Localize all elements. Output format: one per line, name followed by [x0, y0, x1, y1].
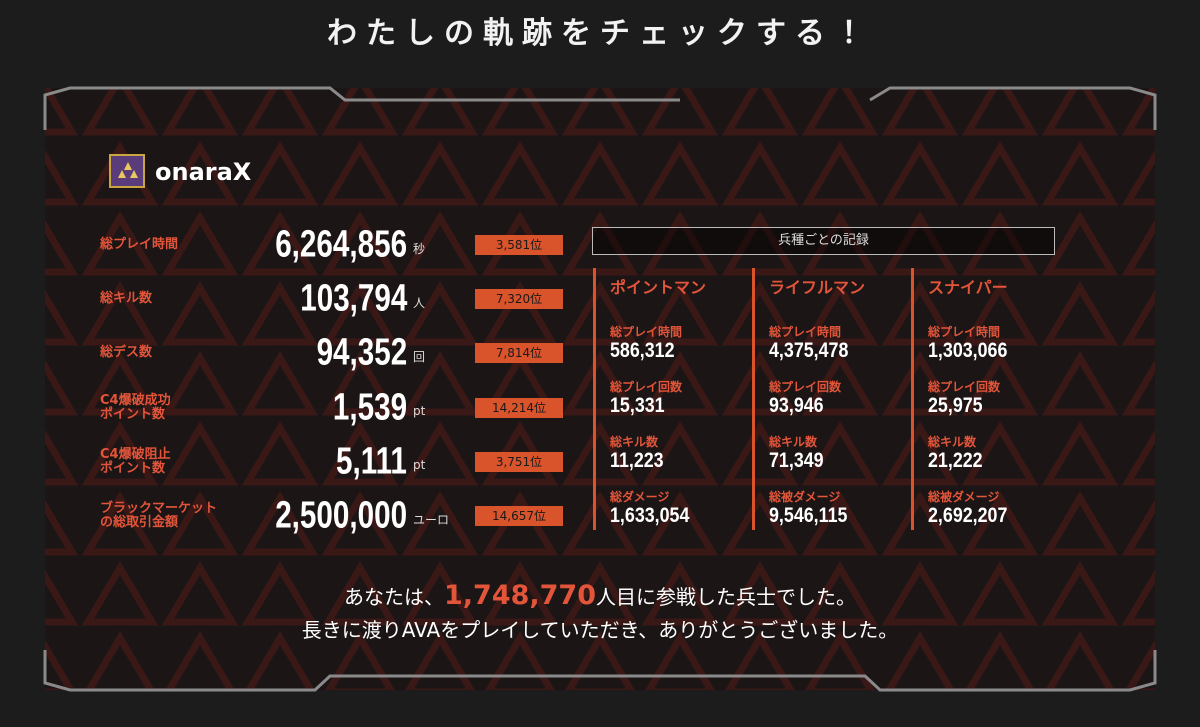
- page-title: わたしの軌跡をチェックする！: [327, 16, 873, 51]
- record-value: 93,946: [769, 394, 824, 417]
- stat-unit: pt: [413, 457, 426, 472]
- record-label: 総被ダメージ: [769, 490, 841, 504]
- player-name: onaraX: [155, 158, 252, 186]
- record-value: 25,975: [928, 394, 983, 417]
- record-value: 586,312: [610, 339, 675, 362]
- footer-line1: あなたは、1,748,770人目に参戦した兵士でした。: [0, 580, 1200, 611]
- footer-line2: 長きに渡りAVAをプレイしていただき、ありがとうございました。: [301, 618, 899, 642]
- stat-unit: pt: [413, 403, 426, 418]
- record-value: 1,633,054: [610, 504, 690, 527]
- footer-text: あなたは、: [343, 585, 444, 609]
- stat-unit: 秒: [413, 241, 426, 256]
- record-label: 総キル数: [769, 435, 818, 449]
- record-value: 4,375,478: [769, 339, 849, 362]
- rank-badge: [109, 154, 145, 188]
- footer-text: 人目に参戦した兵士でした。: [596, 585, 857, 609]
- player-number: 1,748,770: [443, 580, 597, 611]
- record-value: 21,222: [928, 449, 983, 472]
- record-value: 9,546,115: [769, 504, 848, 527]
- record-label: 総ダメージ: [610, 490, 670, 504]
- class-column: ライフルマン総プレイ時間 4,375,478 総プレイ回数 93,946 総キル数 71,…: [752, 268, 905, 530]
- class-name: ライフルマン: [769, 278, 866, 297]
- stat-rank: 14,214位: [475, 397, 563, 418]
- record-value: 2,692,207: [928, 504, 1008, 527]
- record-label: 総プレイ回数: [769, 380, 842, 394]
- record-label: 総キル数: [610, 435, 659, 449]
- record-label: 総キル数: [928, 435, 977, 449]
- stat-unit: ユーロ: [413, 512, 450, 527]
- stat-label: 総プレイ時間: [100, 237, 179, 252]
- record-label: 総プレイ回数: [610, 380, 683, 394]
- record-label: 総プレイ時間: [610, 325, 683, 339]
- stat-label: ブラックマーケット の総取引金額: [100, 501, 218, 530]
- stat-rank: 7,814位: [475, 343, 563, 364]
- stat-rank: 14,657位: [475, 506, 563, 526]
- stat-value: 94,352: [316, 331, 407, 374]
- stat-unit: 人: [413, 296, 426, 311]
- classes-title: 兵種ごとの記録: [592, 227, 1055, 255]
- stat-value: 103,794: [299, 277, 407, 320]
- stat-value: 6,264,856: [275, 223, 407, 266]
- record-value: 11,223: [610, 449, 664, 472]
- record-value: 1,303,066: [928, 339, 1008, 362]
- stat-label: C4爆破成功 ポイント数: [100, 392, 171, 422]
- class-name: ポイントマン: [610, 278, 707, 297]
- record-label: 総プレイ時間: [769, 325, 842, 339]
- class-name: スナイパー: [928, 278, 1008, 297]
- record-label: 総プレイ回数: [928, 380, 1001, 394]
- record-label: 総プレイ時間: [928, 325, 1001, 339]
- class-column: スナイパー総プレイ時間 1,303,066 総プレイ回数 25,975 総キル数 21,2…: [911, 268, 1064, 530]
- record-value: 71,349: [769, 449, 824, 472]
- stat-rank: 3,581位: [475, 235, 563, 255]
- stat-unit: 回: [413, 350, 426, 365]
- stat-value: 1,539: [332, 386, 407, 429]
- stat-value: 2,500,000: [275, 494, 407, 537]
- stat-label: 総キル数: [100, 291, 153, 307]
- stat-rank: 7,320位: [475, 289, 563, 310]
- record-label: 総被ダメージ: [928, 490, 1000, 504]
- record-value: 15,331: [610, 394, 665, 417]
- stat-label: 総デス数: [100, 345, 153, 361]
- class-column: ポイントマン総プレイ時間 586,312 総プレイ回数 15,331 総キル数 11,22…: [593, 268, 746, 530]
- stat-rank: 3,751位: [475, 451, 563, 472]
- stat-value: 5,111: [336, 440, 407, 483]
- stat-label: C4爆破阻止 ポイント数: [100, 446, 171, 476]
